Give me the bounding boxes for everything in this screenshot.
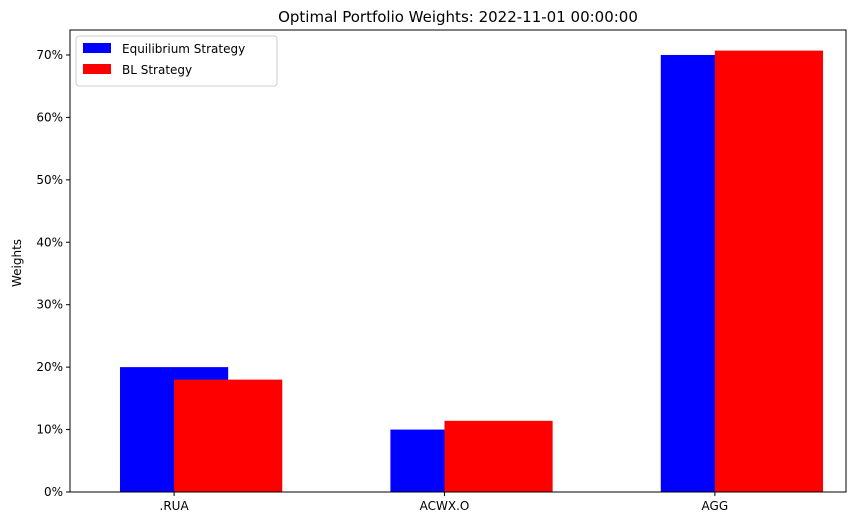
y-tick-label: 50% (36, 173, 63, 187)
legend: Equilibrium Strategy BL Strategy (75, 35, 278, 87)
bars-group (120, 50, 824, 493)
plot-frame (69, 29, 847, 493)
y-tick-label: 0% (44, 485, 63, 499)
x-tick-label: .RUA (160, 499, 190, 513)
x-ticks-group: .RUA ACWX.O AGG (160, 492, 729, 513)
y-axis-label: Weights (10, 239, 24, 287)
legend-swatch (83, 43, 111, 53)
bar-bl-0 (174, 379, 283, 492)
y-tick-label: 60% (36, 110, 63, 124)
x-tick-label: AGG (702, 499, 729, 513)
y-tick-label: 40% (36, 235, 63, 249)
x-tick-label: ACWX.O (420, 499, 470, 513)
legend-swatch (83, 64, 111, 74)
legend-label: BL Strategy (122, 63, 192, 77)
chart-title: Optimal Portfolio Weights: 2022-11-01 00… (278, 8, 638, 26)
y-tick-label: 70% (36, 48, 63, 62)
bar-bl-1 (444, 420, 553, 492)
legend-label: Equilibrium Strategy (122, 42, 245, 56)
bar-bl-2 (714, 50, 824, 493)
y-tick-label: 30% (36, 298, 63, 312)
y-tick-label: 20% (36, 360, 63, 374)
legend-box (75, 35, 278, 87)
y-ticks-group: 0% 10% 20% 30% 40% 50% 60% 70% (36, 48, 70, 499)
y-tick-label: 10% (36, 423, 63, 437)
